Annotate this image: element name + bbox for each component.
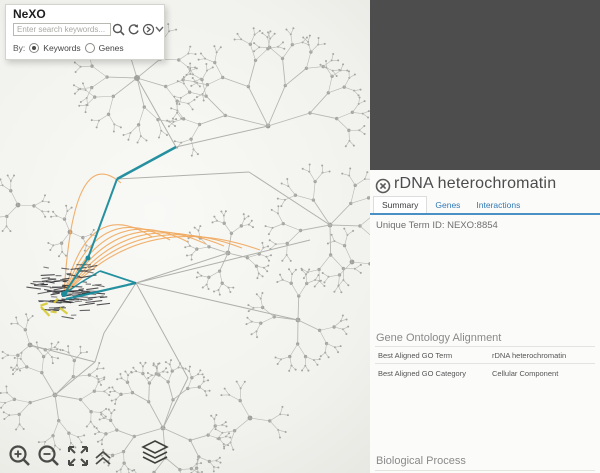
by-label: By: <box>13 43 26 53</box>
ontology-canvas[interactable]: NeXO By: Keywords Genes <box>0 0 370 473</box>
ontology-edges <box>29 77 331 429</box>
tab-summary[interactable]: Summary <box>373 196 428 213</box>
close-icon[interactable] <box>375 178 391 194</box>
go-alignment-chart <box>370 382 600 456</box>
go-term-value: rDNA heterochromatin <box>492 351 567 360</box>
radio-genes[interactable] <box>84 43 95 53</box>
layers-icon[interactable] <box>140 438 170 468</box>
search-panel: NeXO By: Keywords Genes <box>5 4 165 60</box>
robustness-chart <box>370 232 600 334</box>
help-icon[interactable] <box>142 23 155 36</box>
biological-process-heading: Biological Process <box>376 455 466 467</box>
fractal-trees <box>0 12 370 473</box>
term-details-panel: rDNA heterochromatin Summary Genes Inter… <box>370 170 600 473</box>
ontology-graph[interactable] <box>0 0 370 473</box>
unique-term-id: Unique Term ID: NEXO:8854 <box>376 220 498 231</box>
orange-interaction-edges <box>63 173 261 297</box>
tab-interactions[interactable]: Interactions <box>476 200 521 210</box>
radio-keywords[interactable] <box>29 43 40 53</box>
go-category-value: Cellular Component <box>492 369 559 378</box>
zoom-in-icon[interactable] <box>8 444 32 468</box>
teal-highlight-edges <box>61 145 177 301</box>
ontology-node[interactable] <box>134 75 140 81</box>
ontology-labels <box>134 75 140 81</box>
search-mode-row: By: Keywords Genes <box>13 43 124 53</box>
radio-keywords-label: Keywords <box>43 43 81 53</box>
radio-genes-label: Genes <box>98 43 124 53</box>
divider <box>375 346 595 347</box>
go-alignment-heading: Gene Ontology Alignment <box>376 332 502 344</box>
go-term-label: Best Aligned GO Term <box>378 351 453 360</box>
go-category-label: Best Aligned GO Category <box>378 369 466 378</box>
interaction-network-panel[interactable] <box>370 0 600 170</box>
divider <box>375 470 595 471</box>
app-title: NeXO <box>13 7 46 21</box>
term-title: rDNA heterochromatin <box>394 175 557 192</box>
chevron-down-icon[interactable] <box>155 26 164 33</box>
tab-genes[interactable]: Genes <box>435 200 461 210</box>
search-input[interactable] <box>13 23 111 36</box>
collapse-chevrons-icon[interactable] <box>94 450 112 466</box>
divider <box>375 363 595 364</box>
tab-bar: Summary Genes Interactions <box>370 196 600 215</box>
zoom-out-icon[interactable] <box>37 444 61 468</box>
refresh-icon[interactable] <box>127 23 140 36</box>
search-icon[interactable] <box>112 23 125 36</box>
fit-to-screen-icon[interactable] <box>66 444 90 468</box>
